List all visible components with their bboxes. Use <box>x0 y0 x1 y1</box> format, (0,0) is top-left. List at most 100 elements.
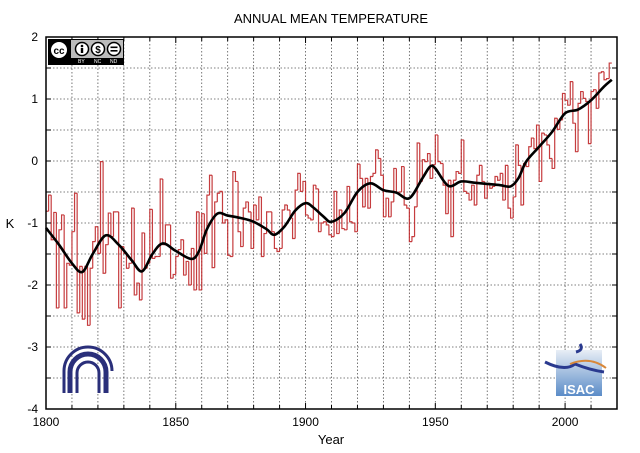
annual-step <box>159 178 163 257</box>
annual-step <box>330 234 335 238</box>
annual-step <box>494 175 498 187</box>
y-tick-label: -3 <box>27 340 38 354</box>
annual-step <box>574 123 579 153</box>
annual-step <box>349 186 353 223</box>
cc-license-logo: cc $ BY NC ND <box>48 39 124 65</box>
annual-step <box>185 260 189 276</box>
annual-step <box>245 201 249 209</box>
annual-step <box>377 149 381 160</box>
annual-step <box>473 185 477 206</box>
annual-step <box>424 159 428 163</box>
annual-step <box>151 209 156 259</box>
annual-step <box>284 204 288 210</box>
annual-step <box>234 171 239 183</box>
annual-step <box>551 158 555 170</box>
y-tick-label: 1 <box>31 92 38 106</box>
annual-step <box>138 283 143 301</box>
annual-step <box>372 172 376 177</box>
annual-step <box>598 72 602 109</box>
annual-step <box>468 193 472 201</box>
annual-step <box>535 124 540 149</box>
annual-step <box>390 201 394 217</box>
annual-step <box>471 184 475 201</box>
annual-step <box>76 193 80 314</box>
annual-step <box>491 185 496 189</box>
annual-step <box>201 213 205 290</box>
annual-step <box>120 245 124 308</box>
annual-step <box>367 178 371 209</box>
x-tick-label: 1850 <box>162 415 189 429</box>
annual-step <box>585 98 589 103</box>
annual-step <box>346 185 350 230</box>
annual-step <box>141 232 145 300</box>
annual-step <box>297 172 301 191</box>
annual-step <box>317 188 322 233</box>
annual-step <box>291 218 296 240</box>
annual-step <box>294 189 298 239</box>
annual-step <box>600 71 605 73</box>
annual-step <box>180 239 184 250</box>
annual-step <box>237 181 241 233</box>
annual-step <box>533 138 537 150</box>
x-tick-label: 1800 <box>33 415 60 429</box>
isac-logo: ISAC <box>544 343 607 397</box>
annual-step <box>590 90 594 144</box>
annual-step <box>509 208 514 219</box>
y-axis-label: K <box>6 216 15 231</box>
svg-text:cc: cc <box>53 46 65 57</box>
annual-step <box>206 194 210 254</box>
annual-step <box>388 198 392 218</box>
annual-step <box>214 201 218 268</box>
annual-step <box>507 165 511 209</box>
annual-step <box>307 214 311 219</box>
annual-step <box>60 214 65 230</box>
annual-step <box>458 171 462 174</box>
annual-step <box>476 174 480 206</box>
annual-step <box>255 205 259 221</box>
annual-step <box>68 263 72 266</box>
y-tick-label: -2 <box>27 278 38 292</box>
annual-step <box>385 197 389 217</box>
annual-step <box>312 184 316 220</box>
annual-step <box>53 211 57 240</box>
annual-step <box>463 139 467 192</box>
annual-step <box>133 208 137 296</box>
chart-title: ANNUAL MEAN TEMPERATURE <box>234 11 428 26</box>
annual-step <box>484 181 488 199</box>
annual-step <box>211 175 215 269</box>
y-tick-label: -4 <box>27 402 38 416</box>
smoothed-series-line <box>44 78 613 274</box>
annual-step <box>175 255 179 275</box>
annual-step <box>569 81 573 106</box>
x-tick-label: 1900 <box>292 415 319 429</box>
annual-step <box>543 133 547 136</box>
annual-step <box>216 192 220 202</box>
annual-step <box>603 71 607 81</box>
annual-step <box>310 218 314 221</box>
annual-step <box>188 261 192 286</box>
noderivatives-icon <box>106 41 122 57</box>
annual-step <box>320 222 324 232</box>
annual-step <box>258 196 262 220</box>
annual-step <box>177 249 181 257</box>
annual-step <box>281 209 285 249</box>
annual-step <box>190 247 194 285</box>
annual-step <box>403 166 407 206</box>
annual-step <box>411 236 415 242</box>
annual-step <box>50 195 54 241</box>
x-tick-labels: 1800 1850 1900 1950 2000 <box>33 415 579 429</box>
annual-step <box>434 134 438 165</box>
annual-step <box>421 159 425 182</box>
annual-step <box>102 161 106 274</box>
cc-term-label: BY <box>78 59 85 65</box>
annual-step <box>541 132 545 182</box>
annual-step <box>323 221 327 223</box>
annual-step <box>164 224 168 245</box>
svg-text:$: $ <box>95 45 101 56</box>
annual-step <box>465 191 470 194</box>
annual-step <box>497 176 501 181</box>
isac-logo-text: ISAC <box>563 382 595 397</box>
annual-step <box>131 207 135 264</box>
annual-step <box>89 267 93 326</box>
